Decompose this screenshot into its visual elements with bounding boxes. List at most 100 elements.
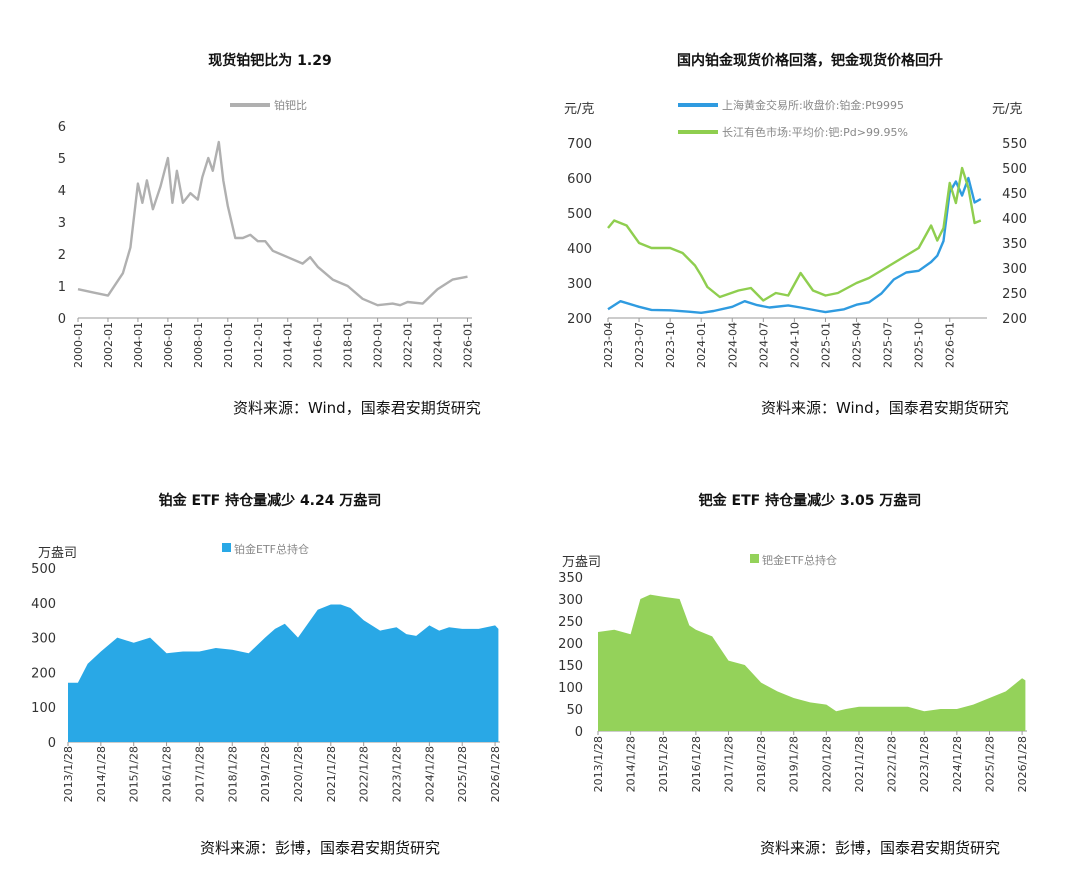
y-tick-label: 2	[58, 248, 66, 263]
x-tick-label: 2021/1/28	[325, 746, 338, 802]
x-tick-label: 2000-01	[72, 322, 85, 368]
x-tick-label: 2023-07	[633, 322, 646, 368]
x-tick-label: 2024/1/28	[951, 736, 964, 792]
x-tick-label: 2023/1/28	[918, 736, 931, 792]
y-right-tick-label: 250	[1002, 287, 1027, 302]
x-tick-label: 2022/1/28	[886, 736, 899, 792]
y-tick-label: 500	[567, 207, 592, 222]
y-axis-unit: 元/克	[564, 102, 594, 117]
y-tick-label: 350	[558, 571, 583, 586]
chart-title: 国内铂金现货价格回落，钯金现货价格回升	[677, 53, 943, 69]
x-tick-label: 2020/1/28	[820, 736, 833, 792]
x-tick-label: 2012-01	[252, 322, 265, 368]
x-tick-label: 2020-01	[372, 322, 385, 368]
x-tick-label: 2023-04	[602, 322, 615, 368]
y-tick-label: 100	[558, 681, 583, 696]
y-tick-label: 300	[567, 277, 592, 292]
x-tick-label: 2026/1/28	[1016, 736, 1029, 792]
y-tick-label: 50	[566, 703, 583, 718]
chart-title: 钯金 ETF 持仓量减少 3.05 万盎司	[698, 493, 922, 509]
chart-svg: 0 1 2 3 4 5 6 2000-01 2002-01 2004-01 2006-01 2008-…	[58, 98, 475, 368]
x-tick-label: 2026-01	[462, 322, 475, 368]
x-tick-label: 2018-01	[342, 322, 355, 368]
legend-label: 上海黄金交易所:收盘价:铂金:Pt9995	[722, 98, 904, 112]
y-tick-label: 400	[31, 597, 56, 612]
x-tick-label: 2008-01	[192, 322, 205, 368]
x-tick-label: 2024-01	[695, 322, 708, 368]
y-tick-label: 250	[558, 615, 583, 630]
y-tick-label: 100	[31, 701, 56, 716]
y-right-tick-label: 500	[1002, 162, 1027, 177]
x-tick-label: 2013/1/28	[62, 746, 75, 802]
x-tick-label: 2018/1/28	[226, 746, 239, 802]
y-tick-label: 4	[58, 184, 66, 199]
chart-title: 现货铂钯比为 1.29	[208, 53, 332, 69]
x-tick-label: 2023/1/28	[391, 746, 404, 802]
legend-label: 钯金ETF总持仓	[762, 553, 837, 567]
x-tick-label: 2014/1/28	[95, 746, 108, 802]
x-tick-label: 2024-07	[757, 322, 770, 368]
y-tick-label: 200	[567, 312, 592, 327]
series-area	[68, 604, 499, 742]
x-tick-label: 2016/1/28	[690, 736, 703, 792]
y-right-tick-label: 300	[1002, 262, 1027, 277]
y-tick-label: 200	[31, 666, 56, 681]
x-tick-label: 2022-01	[402, 322, 415, 368]
y-right-tick-label: 350	[1002, 237, 1027, 252]
y-right-tick-label: 200	[1002, 312, 1027, 327]
y-tick-label: 1	[58, 280, 66, 295]
x-tick-label: 2026/1/28	[489, 746, 502, 802]
y-tick-label: 300	[31, 632, 56, 647]
x-tick-label: 2004-01	[132, 322, 145, 368]
y-tick-label: 6	[58, 120, 66, 135]
x-tick-label: 2015/1/28	[128, 746, 141, 802]
chart-panel-platinum-etf: 铂金 ETF 持仓量减少 4.24 万盎司 0 100 200 300 400 500 万盎…	[0, 440, 540, 881]
y-tick-label: 600	[567, 172, 592, 187]
x-tick-label: 2026-01	[944, 322, 957, 368]
x-tick-label: 2025-07	[882, 322, 895, 368]
y-tick-label: 3	[58, 216, 66, 231]
legend-label: 长江有色市场:平均价:钯:Pd>99.95%	[722, 125, 908, 139]
y-tick-label: 0	[48, 736, 56, 751]
x-tick-label: 2018/1/28	[755, 736, 768, 792]
x-tick-label: 2014/1/28	[625, 736, 638, 792]
series-line	[77, 140, 468, 307]
chart-svg: 200 300 400 500 600 700 200 250 300 350 400 450 500 5…	[564, 98, 1027, 368]
x-tick-label: 2025-04	[851, 322, 864, 368]
chart-panel-domestic-spot-prices: 国内铂金现货价格回落，钯金现货价格回升 200 300 400 500 600 700 20…	[540, 0, 1080, 430]
y-tick-label: 200	[558, 637, 583, 652]
source-note: 资料来源：彭博，国泰君安期货研究	[760, 839, 1001, 857]
x-tick-label: 2024-10	[788, 322, 801, 368]
y-tick-label: 150	[558, 659, 583, 674]
source-note: 资料来源：Wind，国泰君安期货研究	[233, 399, 481, 417]
legend-label: 铂金ETF总持仓	[234, 542, 309, 556]
x-tick-label: 2024/1/28	[423, 746, 436, 802]
series-area	[598, 594, 1026, 731]
y-tick-label: 500	[31, 562, 56, 577]
y-right-axis-unit: 元/克	[992, 102, 1022, 117]
legend-swatch	[222, 543, 231, 552]
series-line	[607, 176, 982, 314]
x-tick-label: 2006-01	[162, 322, 175, 368]
x-tick-label: 2016/1/28	[161, 746, 174, 802]
x-tick-label: 2015/1/28	[657, 736, 670, 792]
x-tick-label: 2025-10	[913, 322, 926, 368]
x-tick-label: 2014-01	[282, 322, 295, 368]
chart-title: 铂金 ETF 持仓量减少 4.24 万盎司	[158, 493, 382, 509]
y-tick-label: 400	[567, 242, 592, 257]
x-tick-label: 2017/1/28	[193, 746, 206, 802]
x-tick-label: 2023-10	[664, 322, 677, 368]
x-tick-label: 2024-04	[726, 322, 739, 368]
y-tick-label: 5	[58, 152, 66, 167]
x-tick-label: 2020/1/28	[292, 746, 305, 802]
x-tick-label: 2016-01	[312, 322, 325, 368]
y-tick-label: 300	[558, 593, 583, 608]
x-tick-label: 2010-01	[222, 322, 235, 368]
y-right-tick-label: 400	[1002, 212, 1027, 227]
x-tick-label: 2022/1/28	[358, 746, 371, 802]
x-tick-label: 2021/1/28	[853, 736, 866, 792]
x-tick-label: 2025-01	[819, 322, 832, 368]
x-tick-label: 2025/1/28	[456, 746, 469, 802]
